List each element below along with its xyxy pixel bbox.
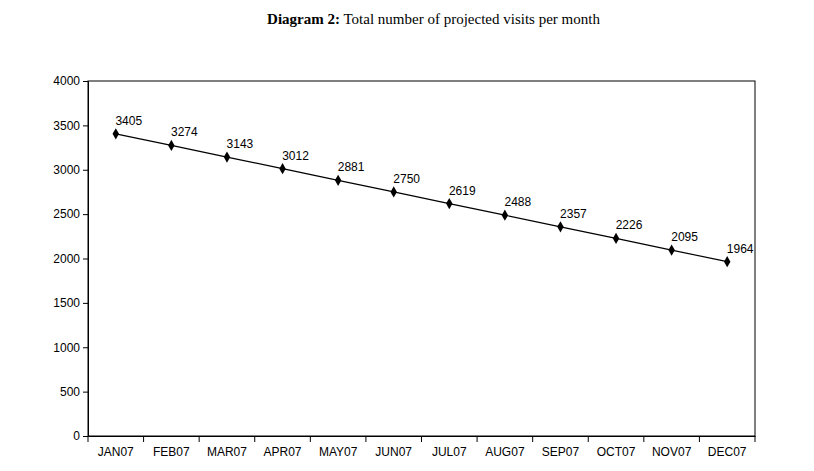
data-label: 2619: [449, 184, 476, 198]
x-tick-divider: [755, 436, 756, 442]
data-label: 2357: [560, 207, 587, 221]
x-tick-label: SEP07: [542, 445, 580, 459]
data-marker: [279, 163, 285, 174]
x-axis-line: [89, 436, 756, 437]
x-tick: OCT07: [588, 436, 635, 459]
x-tick-label: OCT07: [597, 445, 636, 459]
y-tick-label: 4000: [53, 74, 80, 88]
data-label: 3012: [282, 149, 309, 163]
data-marker: [446, 198, 452, 209]
data-label: 2881: [338, 160, 365, 174]
y-tick: 4000: [53, 74, 88, 88]
x-tick-label: JUL07: [432, 445, 467, 459]
x-tick-divider: [143, 436, 144, 442]
y-tick-label: 3500: [53, 119, 80, 133]
data-label: 2488: [505, 195, 532, 209]
x-tick-label: MAR07: [207, 445, 247, 459]
data-marker: [557, 221, 563, 232]
data-marker: [668, 244, 674, 255]
data-label: 2226: [616, 218, 643, 232]
data-label: 2750: [393, 172, 420, 186]
x-tick-divider: [477, 436, 478, 442]
y-tick: 1500: [53, 296, 88, 310]
x-tick-label: NOV07: [652, 445, 692, 459]
x-tick-divider: [199, 436, 200, 442]
data-marker: [724, 256, 730, 267]
y-tick-mark: [83, 303, 88, 304]
y-axis-line: [88, 82, 89, 437]
y-tick-label: 1000: [53, 341, 80, 355]
data-labels: 3405 3274 3143 3012 2881 2750 2619 2488 2357 2226…: [115, 114, 753, 256]
y-tick-mark: [83, 214, 88, 215]
y-tick-label: 500: [60, 385, 80, 399]
x-tick-divider: [310, 436, 311, 442]
x-tick-divider: [421, 436, 422, 442]
data-marker: [502, 210, 508, 221]
y-tick-label: 2000: [53, 252, 80, 266]
x-tick-divider: [643, 436, 644, 442]
x-tick: APR07: [255, 436, 302, 459]
data-marker: [390, 186, 396, 197]
y-tick-label: 2500: [53, 207, 80, 221]
x-tick-label: AUG07: [485, 445, 525, 459]
y-tick-mark: [83, 81, 88, 82]
background: [0, 0, 814, 471]
data-label: 3274: [171, 125, 198, 139]
y-tick: 0: [73, 429, 88, 443]
x-tick: FEB07: [144, 436, 190, 459]
data-marker: [224, 151, 230, 162]
x-tick: SEP07: [533, 436, 580, 459]
y-tick: 2000: [53, 252, 88, 266]
y-tick-mark: [83, 436, 88, 437]
data-label: 3405: [115, 114, 142, 128]
x-tick-label: MAY07: [319, 445, 358, 459]
plot-frame: [88, 81, 755, 436]
plot-area: [113, 128, 731, 267]
data-label: 2095: [671, 230, 698, 244]
chart: Diagram 2: Total number of projected vis…: [0, 0, 814, 471]
x-tick-divider: [532, 436, 533, 442]
y-tick-label: 1500: [53, 296, 80, 310]
x-tick-divider: [588, 436, 589, 442]
y-tick: 500: [60, 385, 88, 399]
y-tick: 1000: [53, 341, 88, 355]
y-tick: 3000: [53, 163, 88, 177]
x-axis: JAN07 FEB07 MAR07 APR07 MAY07 JUN07 JUL07 AUG07…: [88, 436, 756, 459]
y-axis: 0 500 1000 1500 2000 2500 3000 3500 4000: [53, 74, 88, 443]
y-tick-mark: [83, 392, 88, 393]
x-tick: DEC07: [699, 436, 746, 459]
y-tick: 2500: [53, 207, 88, 221]
x-tick-label: DEC07: [708, 445, 747, 459]
x-tick: NOV07: [644, 436, 692, 459]
data-marker: [335, 175, 341, 186]
y-tick-mark: [83, 347, 88, 348]
chart-title: Diagram 2: Total number of projected vis…: [267, 11, 600, 27]
x-tick-divider: [365, 436, 366, 442]
data-label: 3143: [227, 137, 254, 151]
x-tick-label: APR07: [264, 445, 302, 459]
data-marker: [613, 233, 619, 244]
x-tick: JUN07: [366, 436, 412, 459]
y-tick-label: 0: [73, 429, 80, 443]
x-tick: MAY07: [310, 436, 357, 459]
x-tick-divider: [88, 436, 89, 442]
data-label: 1964: [727, 242, 754, 256]
y-tick-mark: [83, 259, 88, 260]
x-tick: JAN07: [88, 436, 134, 459]
y-tick: 3500: [53, 119, 88, 133]
data-line: [116, 134, 727, 262]
y-tick-label: 3000: [53, 163, 80, 177]
x-tick-label: JUN07: [375, 445, 412, 459]
x-tick-divider: [254, 436, 255, 442]
y-tick-mark: [83, 125, 88, 126]
y-tick-mark: [83, 170, 88, 171]
x-tick-divider: [699, 436, 700, 442]
x-tick-label: FEB07: [153, 445, 190, 459]
x-tick: AUG07: [477, 436, 525, 459]
data-marker: [113, 128, 119, 139]
x-tick-label: JAN07: [98, 445, 134, 459]
x-tick: JUL07: [422, 436, 467, 459]
x-tick: MAR07: [199, 436, 247, 459]
data-marker: [168, 140, 174, 151]
